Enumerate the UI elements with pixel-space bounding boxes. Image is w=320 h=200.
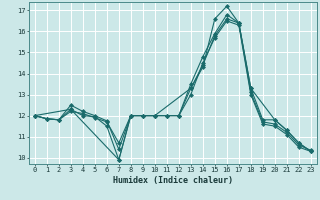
X-axis label: Humidex (Indice chaleur): Humidex (Indice chaleur)	[113, 176, 233, 185]
